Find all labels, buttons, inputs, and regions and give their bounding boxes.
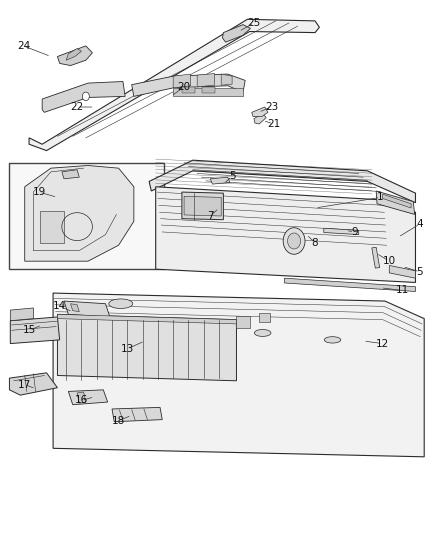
Polygon shape <box>71 304 79 312</box>
Text: 1: 1 <box>377 192 384 203</box>
Polygon shape <box>252 107 268 117</box>
Ellipse shape <box>324 337 341 343</box>
Polygon shape <box>132 74 245 96</box>
Text: 14: 14 <box>53 301 66 311</box>
Text: 25: 25 <box>247 18 261 28</box>
Text: 23: 23 <box>265 102 278 112</box>
Polygon shape <box>182 192 223 220</box>
Bar <box>40 211 64 243</box>
Text: 17: 17 <box>18 379 32 390</box>
Text: 20: 20 <box>177 82 191 92</box>
Polygon shape <box>149 160 416 203</box>
Circle shape <box>283 228 305 254</box>
Polygon shape <box>223 25 251 42</box>
Text: 15: 15 <box>22 325 36 335</box>
Polygon shape <box>57 314 237 324</box>
Polygon shape <box>57 46 92 66</box>
Bar <box>237 316 250 328</box>
Polygon shape <box>184 196 221 216</box>
Text: 21: 21 <box>267 119 280 129</box>
Bar <box>173 88 243 96</box>
Polygon shape <box>64 301 110 317</box>
Polygon shape <box>11 317 60 344</box>
Polygon shape <box>383 194 411 208</box>
Polygon shape <box>254 114 266 124</box>
Polygon shape <box>62 169 79 179</box>
Text: 13: 13 <box>121 344 134 354</box>
Polygon shape <box>197 74 215 87</box>
Text: 7: 7 <box>207 211 214 221</box>
Polygon shape <box>53 293 424 457</box>
Text: 18: 18 <box>112 416 125 426</box>
Polygon shape <box>11 308 33 321</box>
Polygon shape <box>173 74 191 88</box>
Polygon shape <box>66 49 81 60</box>
Polygon shape <box>221 74 232 85</box>
Polygon shape <box>155 187 416 282</box>
Text: 8: 8 <box>312 238 318 247</box>
Text: 12: 12 <box>376 338 389 349</box>
Bar <box>182 87 195 93</box>
Text: 11: 11 <box>396 286 409 295</box>
Circle shape <box>288 233 300 249</box>
Bar <box>10 163 164 269</box>
Polygon shape <box>29 19 319 151</box>
Text: 5: 5 <box>417 267 423 277</box>
Polygon shape <box>112 407 162 422</box>
Polygon shape <box>372 247 380 268</box>
Text: 24: 24 <box>17 41 30 51</box>
Text: 10: 10 <box>383 256 396 266</box>
Text: 16: 16 <box>75 395 88 406</box>
Polygon shape <box>42 82 125 112</box>
Circle shape <box>82 92 89 101</box>
Polygon shape <box>285 278 416 292</box>
Text: 5: 5 <box>229 171 235 181</box>
Polygon shape <box>10 373 57 395</box>
Ellipse shape <box>109 299 133 309</box>
Polygon shape <box>25 165 134 261</box>
Polygon shape <box>324 228 359 235</box>
Text: 4: 4 <box>417 219 423 229</box>
Polygon shape <box>57 314 237 381</box>
Bar <box>201 87 215 93</box>
Text: 9: 9 <box>351 227 358 237</box>
Text: 22: 22 <box>71 102 84 112</box>
Bar <box>259 313 270 322</box>
Polygon shape <box>389 265 416 278</box>
Polygon shape <box>77 392 86 403</box>
Polygon shape <box>68 390 108 405</box>
Polygon shape <box>210 177 230 184</box>
Text: 19: 19 <box>32 187 46 197</box>
Polygon shape <box>376 191 415 214</box>
Ellipse shape <box>254 329 271 336</box>
